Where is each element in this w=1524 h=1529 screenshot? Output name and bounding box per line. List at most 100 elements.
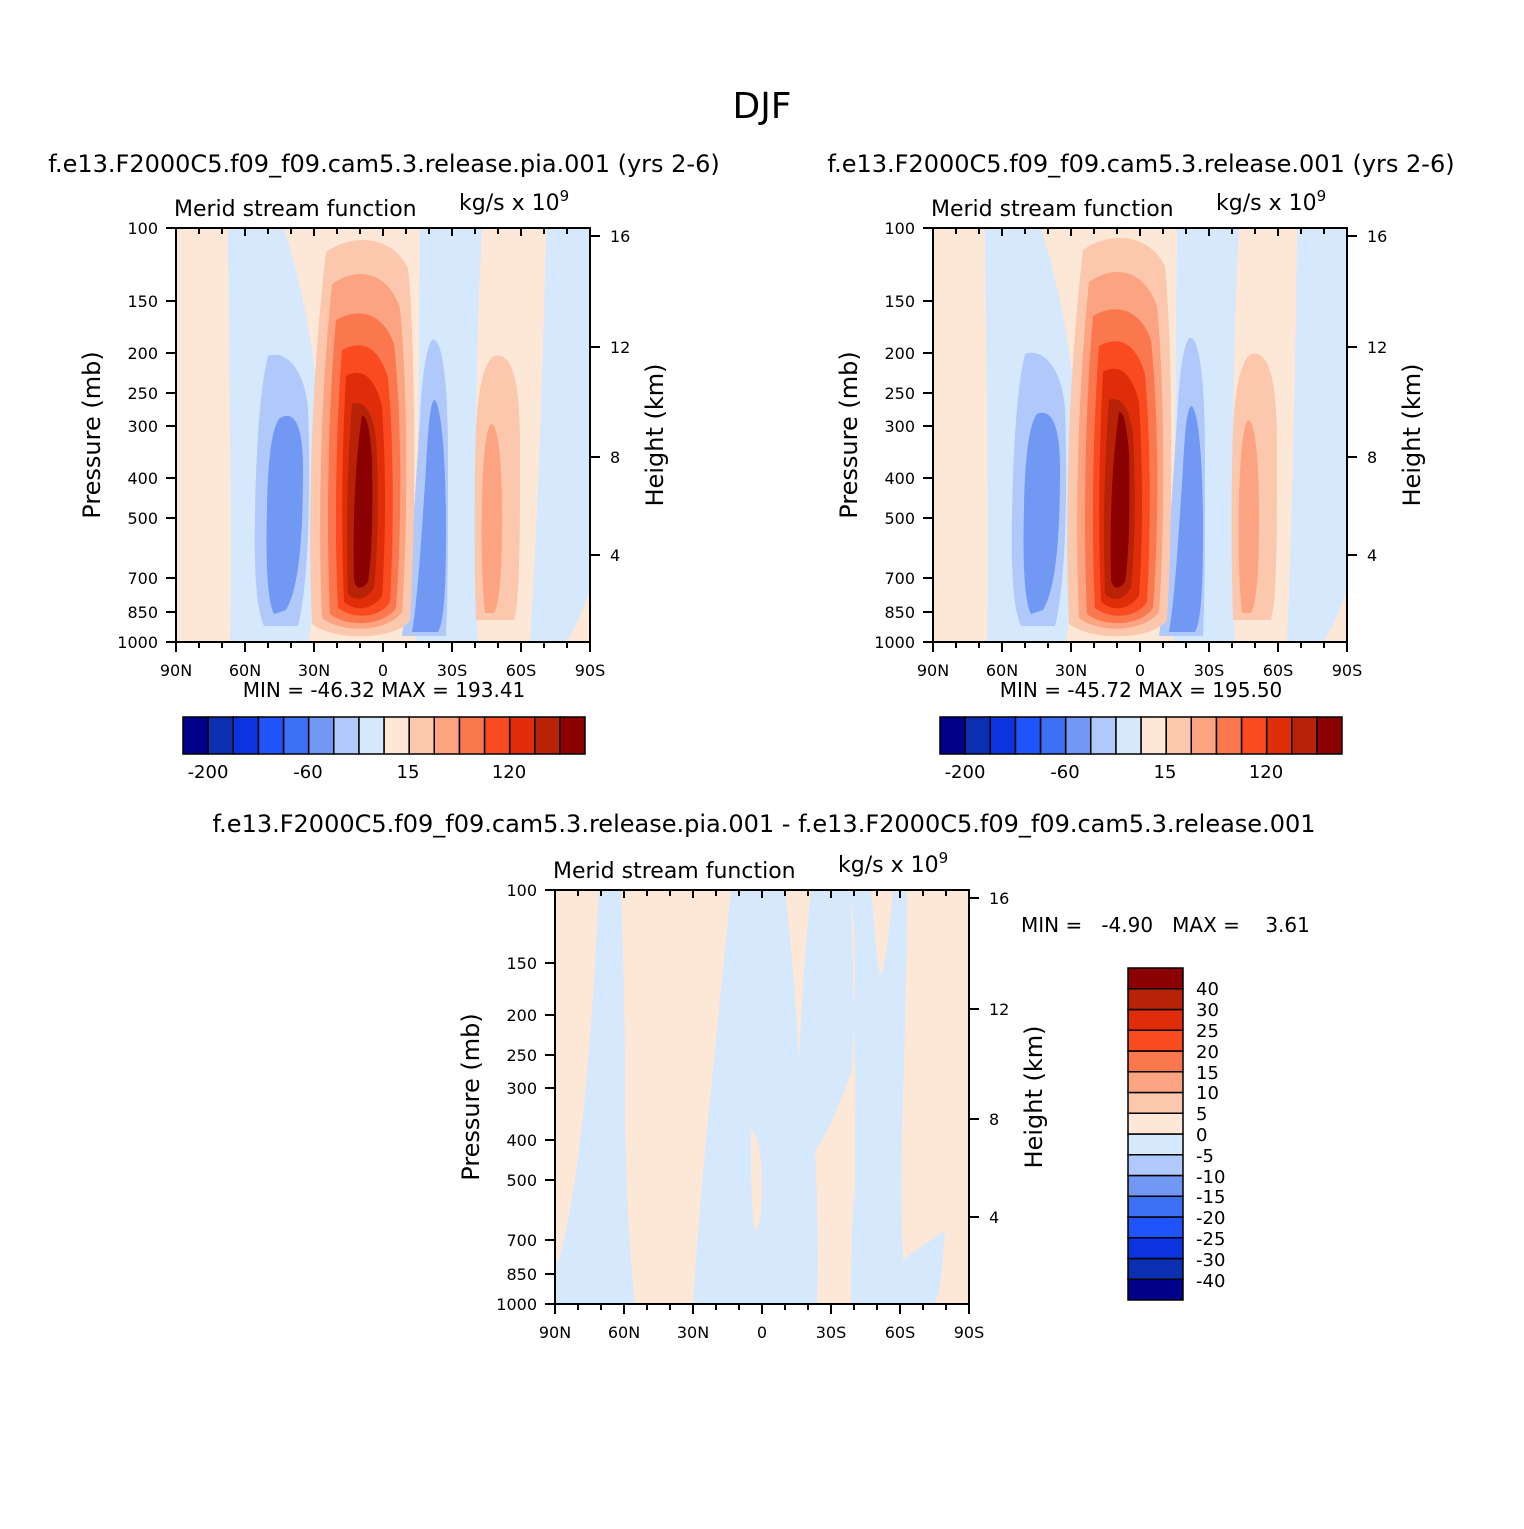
x-tick-label: 30S: [816, 1323, 847, 1342]
colorbar-swatch: [1127, 1278, 1184, 1301]
colorbar-swatch: [989, 716, 1017, 755]
colorbar-swatch: [1190, 716, 1218, 755]
colorbar-swatch: [1127, 1174, 1184, 1197]
y-tick-label: 150: [506, 954, 537, 973]
y-tick-label: 1000: [117, 633, 158, 652]
colorbar-label: -10: [1196, 1167, 1225, 1188]
y-tick-label: 500: [506, 1171, 537, 1190]
figure-title: DJF: [732, 86, 791, 127]
y-tick-label: 100: [884, 219, 915, 238]
colorbar-swatch: [1127, 1112, 1184, 1135]
colorbar-swatch: [534, 716, 561, 755]
colorbar-swatch: [282, 716, 310, 755]
colorbar-label: -30: [1196, 1250, 1225, 1271]
y-tick-label: 200: [884, 344, 915, 363]
colorbar-label: -25: [1196, 1229, 1225, 1250]
y-right-tick-label: 8: [1367, 448, 1377, 467]
colorbar-swatch: [1127, 1050, 1184, 1073]
x-tick-label: 30N: [298, 661, 330, 680]
x-tick-label: 60S: [506, 661, 537, 680]
y-right-tick-label: 4: [989, 1208, 999, 1227]
colorbar-swatch: [458, 716, 486, 755]
x-tick-label: 60N: [608, 1323, 640, 1342]
colorbar-label: 15: [1154, 762, 1177, 783]
colorbar-label: -60: [293, 762, 322, 783]
colorbar-swatch: [483, 716, 511, 755]
colorbar-label: 15: [1196, 1063, 1219, 1084]
y-axis-label: Pressure (mb): [835, 351, 863, 518]
colorbar-swatch: [508, 716, 536, 755]
colorbar-swatch: [1115, 716, 1142, 755]
panel-subtitle: Merid stream function: [174, 197, 417, 222]
panel-units: kg/s x 109: [838, 849, 948, 878]
colorbar-swatch: [1240, 716, 1268, 755]
x-tick-label: 60S: [1263, 661, 1294, 680]
y-axis-label: Pressure (mb): [78, 351, 106, 518]
x-tick-label: 90S: [954, 1323, 985, 1342]
colorbar-label: -60: [1050, 762, 1079, 783]
y-right-axis-label: Height (km): [641, 364, 669, 507]
y-tick-label: 400: [506, 1131, 537, 1150]
y-right-tick-label: 8: [989, 1110, 999, 1129]
x-tick-label: 90N: [917, 661, 949, 680]
x-tick-label: 30S: [437, 661, 468, 680]
y-right-axis-label: Height (km): [1398, 364, 1426, 507]
y-right-axis-label: Height (km): [1020, 1026, 1048, 1169]
colorbar-swatch: [1064, 716, 1092, 755]
colorbar-swatch: [964, 716, 991, 755]
colorbar-label: 10: [1196, 1083, 1219, 1104]
x-tick-label: 0: [757, 1323, 767, 1342]
colorbar-swatch: [1127, 1257, 1184, 1280]
colorbar-swatch: [1140, 716, 1167, 755]
y-tick-label: 100: [127, 219, 158, 238]
colorbar-swatch: [182, 716, 209, 755]
y-tick-label: 250: [884, 384, 915, 403]
panel-case-title: f.e13.F2000C5.f09_f09.cam5.3.release.pia…: [212, 810, 1315, 838]
colorbar-label: 120: [1249, 762, 1283, 783]
y-tick-label: 200: [127, 344, 158, 363]
y-tick-label: 150: [884, 292, 915, 311]
y-tick-label: 300: [127, 417, 158, 436]
colorbar-swatch: [1127, 1008, 1184, 1031]
axes: 100 150 200 250 300 400 500 700 850 1000…: [835, 219, 1426, 680]
plot-area: [555, 890, 969, 1304]
y-tick-label: 400: [127, 469, 158, 488]
y-tick-label: 850: [127, 603, 158, 622]
y-tick-label: 250: [127, 384, 158, 403]
x-tick-label: 90N: [539, 1323, 571, 1342]
x-tick-label: 90N: [160, 661, 192, 680]
colorbar-swatch: [333, 716, 360, 755]
x-tick-label: 90S: [1332, 661, 1363, 680]
y-tick-label: 100: [506, 881, 537, 900]
colorbar-label: -40: [1196, 1271, 1225, 1292]
y-right-tick-label: 16: [1367, 227, 1387, 246]
colorbar-label: 120: [492, 762, 526, 783]
colorbar-swatch: [358, 716, 385, 755]
colorbar-swatch: [1039, 716, 1067, 755]
colorbar-label: 0: [1196, 1125, 1207, 1146]
x-tick-label: 60S: [885, 1323, 916, 1342]
colorbar-swatch: [257, 716, 285, 755]
colorbar-swatch: [1090, 716, 1117, 755]
panel-model-pia: f.e13.F2000C5.f09_f09.cam5.3.release.pia…: [48, 150, 719, 783]
panel-subtitle: Merid stream function: [553, 859, 796, 884]
y-right-tick-label: 12: [1367, 338, 1387, 357]
x-tick-label: 30N: [677, 1323, 709, 1342]
colorbar-swatch: [207, 716, 234, 755]
colorbar-swatch: [1165, 716, 1192, 755]
colorbar-swatch: [1127, 1216, 1184, 1239]
panel-subtitle: Merid stream function: [931, 197, 1174, 222]
colorbar-label: 20: [1196, 1042, 1219, 1063]
y-right-tick-label: 12: [989, 1000, 1009, 1019]
axes: 100 150 200 250 300 400 500 700 850 1000…: [78, 219, 669, 680]
y-right-tick-label: 8: [610, 448, 620, 467]
colorbar-swatch: [232, 716, 260, 755]
y-right-tick-label: 16: [989, 889, 1009, 908]
y-tick-label: 850: [884, 603, 915, 622]
colorbar-swatch: [1127, 1091, 1184, 1114]
colorbar-swatch: [1127, 1237, 1184, 1260]
y-tick-label: 200: [506, 1006, 537, 1025]
axes: 100 150 200 250 300 400 500 700 850 1000…: [457, 881, 1048, 1342]
panel-units: kg/s x 109: [459, 187, 569, 216]
